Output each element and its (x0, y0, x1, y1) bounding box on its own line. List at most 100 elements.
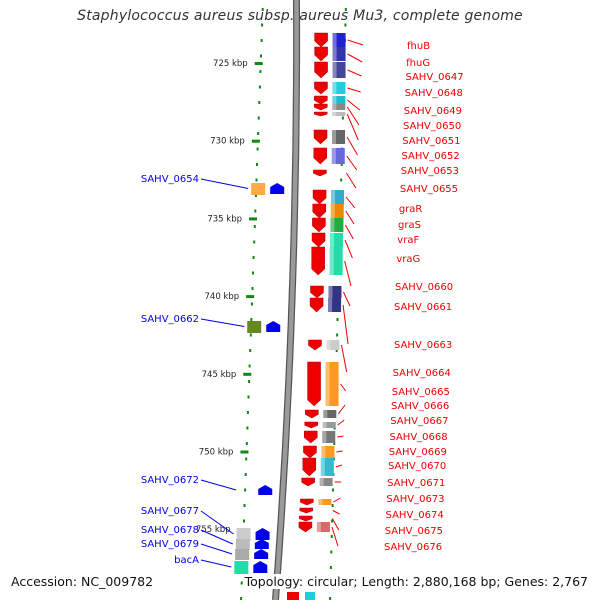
forward-gene-label: SAHV_0669 (389, 447, 447, 458)
tick-dot (344, 8, 347, 11)
forward-gene-label: SAHV_0668 (389, 432, 447, 443)
forward-gene-label: SAHV_0674 (386, 510, 444, 521)
forward-gene-arrow (299, 507, 314, 514)
tick-dot (331, 519, 334, 523)
cog-block (319, 478, 333, 486)
forward-gene-leader (340, 383, 347, 392)
tick-dot (250, 318, 253, 321)
forward-gene-arrow (299, 515, 313, 522)
tick-dot (254, 209, 257, 213)
tick-dot (329, 597, 332, 600)
forward-gene-arrow (313, 169, 327, 177)
forward-gene-leader (336, 450, 343, 453)
reverse-gene-arrow (255, 528, 270, 540)
cog-shine (323, 410, 328, 418)
cog-block (326, 340, 340, 350)
cog-block (332, 47, 346, 61)
cog-shine (332, 112, 337, 116)
cog-block (331, 148, 345, 164)
forward-gene-label: SAHV_0647 (405, 72, 463, 83)
reverse-gene-label: SAHV_0678 (141, 525, 199, 536)
cog-block (328, 298, 342, 312)
tick-dot (250, 302, 253, 306)
forward-gene-leader (347, 99, 361, 111)
forward-gene-label: SAHV_0653 (401, 166, 459, 177)
tick-dot (256, 163, 258, 166)
forward-gene-leader (347, 53, 363, 63)
forward-gene-label: SAHV_0676 (384, 542, 442, 553)
tick-dot (260, 54, 262, 58)
cog-block (328, 286, 342, 298)
forward-gene-label: vraF (397, 235, 419, 246)
forward-gene-leader (337, 404, 346, 415)
cog-block (332, 96, 346, 104)
reverse-gene-leader (200, 529, 234, 545)
cog-block (305, 592, 315, 600)
forward-gene-arrow (314, 32, 328, 48)
tick-dot (254, 194, 257, 197)
tick-dot (341, 116, 344, 120)
scale-label: 740 kbp (205, 292, 240, 302)
tick-dot (340, 178, 343, 182)
tick-dot (329, 566, 332, 569)
tick-dot (257, 116, 260, 120)
forward-gene-label: SAHV_0660 (395, 282, 453, 293)
cog-block (247, 321, 262, 333)
forward-gene-arrow (314, 103, 328, 111)
tick-dot (258, 101, 261, 104)
cog-blocks (234, 33, 346, 600)
reverse-gene-leader (200, 318, 245, 327)
scale-label: 725 kbp (213, 59, 248, 69)
forward-gene-arrow (314, 81, 328, 95)
cog-block (330, 233, 344, 247)
forward-gene-label: SAHV_0651 (402, 136, 460, 147)
reverse-gene-label: SAHV_0662 (141, 314, 199, 325)
forward-gene-label: SAHV_0664 (393, 368, 451, 379)
cog-block (321, 446, 335, 458)
tick-dot (243, 519, 245, 523)
cog-block (325, 362, 339, 406)
cog-shine (326, 340, 331, 350)
tick-dot (247, 395, 250, 399)
tick-dot (336, 333, 339, 337)
cog-block (322, 431, 336, 443)
forward-gene-label: SAHV_0675 (385, 526, 443, 537)
forward-gene-leader (331, 526, 339, 547)
cog-block (332, 112, 346, 116)
cog-shine (332, 82, 337, 94)
tick-dot (331, 504, 334, 507)
forward-gene-leader (337, 435, 344, 438)
tick-dot (330, 535, 333, 538)
scale-label: 745 kbp (202, 370, 237, 380)
forward-gene-arrow (300, 498, 314, 506)
forward-gene-arrow (314, 61, 328, 79)
forward-gene-arrow (310, 285, 324, 299)
forward-gene-leader (347, 39, 364, 46)
genome-backbone (272, 0, 301, 600)
forward-gene-leader (345, 210, 355, 225)
cog-block (316, 522, 330, 532)
forward-gene-arrow (305, 409, 319, 419)
forward-gene-label: graS (398, 220, 421, 231)
forward-gene-leader (343, 291, 351, 307)
cog-shine (329, 247, 334, 275)
forward-gene-arrow (312, 189, 327, 205)
forward-gene-arrow (308, 339, 322, 351)
cog-block (330, 204, 344, 218)
tick-dot (255, 178, 258, 182)
cog-shine (332, 104, 337, 110)
forward-gene-label: SAHV_0655 (400, 184, 458, 195)
tick-dot (256, 147, 259, 151)
forward-gene-arrow (307, 361, 321, 407)
tick-dot (243, 504, 246, 507)
tick-dot (251, 287, 254, 290)
forward-gene-leader (347, 69, 362, 77)
cog-shine (332, 47, 337, 61)
forward-gene-label: SAHV_0661 (394, 302, 452, 313)
major-tick (246, 295, 255, 299)
tick-dot (330, 550, 333, 554)
forward-gene-label: SAHV_0665 (392, 387, 450, 398)
cog-block (332, 104, 346, 110)
forward-gene-leader (333, 497, 341, 503)
